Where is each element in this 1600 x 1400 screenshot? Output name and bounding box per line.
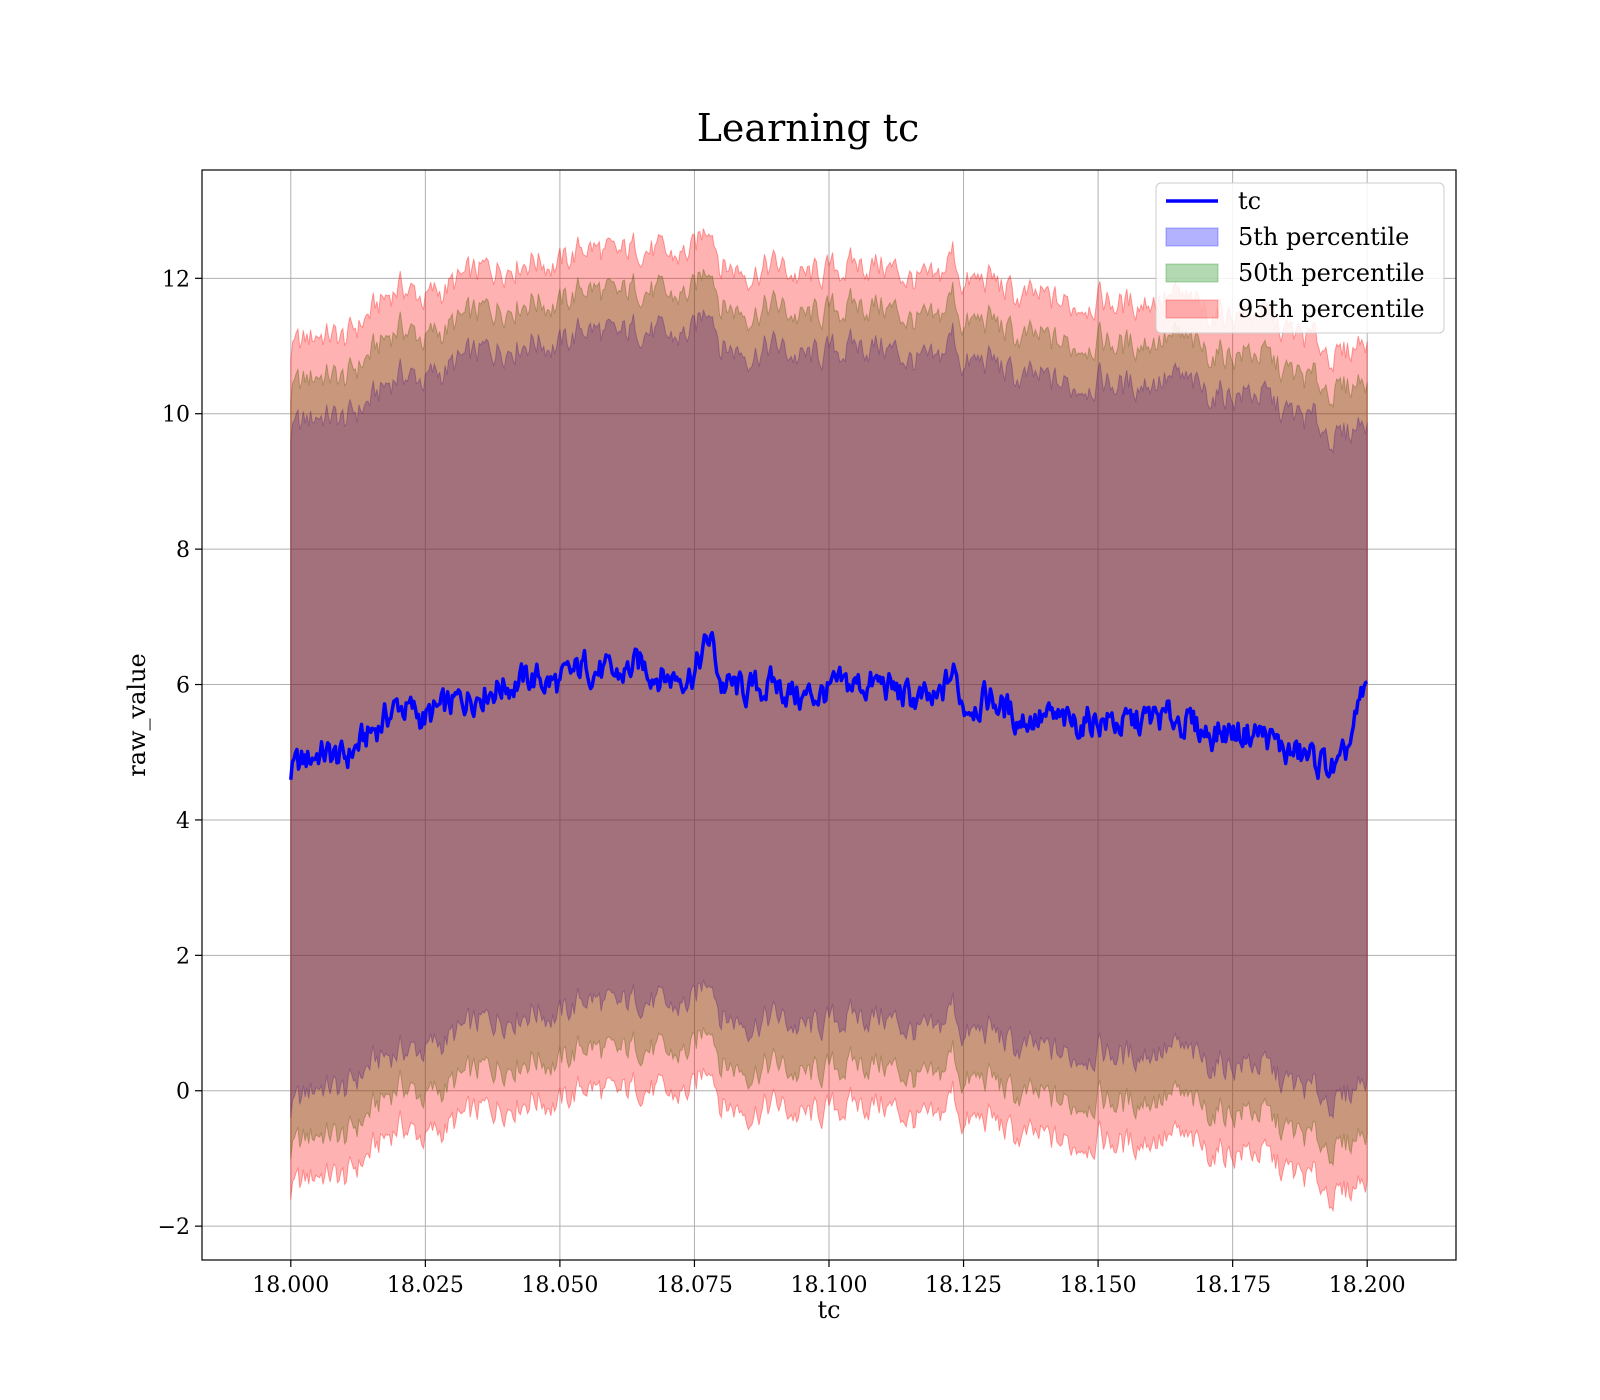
x-tick-label: 18.200 (1329, 1273, 1406, 1298)
legend-swatch-5th (1165, 227, 1219, 247)
chart-title: Learning tc (697, 106, 920, 150)
band-50th-percentile (290, 268, 1368, 1167)
legend: tc 5th percentile 50th percentile 95th p… (1155, 182, 1445, 334)
y-tick-label: 0 (176, 1080, 190, 1105)
legend-label-95th: 95th percentile (1238, 295, 1425, 323)
x-tick-label: 18.125 (925, 1273, 1002, 1298)
y-axis-label: raw_value (123, 653, 151, 777)
y-tick-label: 2 (176, 944, 190, 969)
legend-box (1155, 182, 1445, 334)
y-tick-label: −2 (158, 1215, 190, 1240)
band-95th-percentile (290, 228, 1368, 1213)
y-tick-label: 12 (162, 267, 190, 292)
percentile-bands (290, 228, 1368, 1213)
legend-label-50th: 50th percentile (1238, 259, 1425, 287)
x-tick-label: 18.175 (1194, 1273, 1271, 1298)
x-tick-label: 18.150 (1060, 1273, 1137, 1298)
y-tick-label: 6 (176, 674, 190, 699)
legend-label-tc: tc (1238, 187, 1261, 215)
y-tick-label: 10 (162, 403, 190, 428)
x-tick-label: 18.100 (791, 1273, 868, 1298)
x-axis-label: tc (817, 1296, 840, 1324)
tc-line (289, 630, 1369, 781)
y-tick-label: 4 (176, 809, 190, 834)
x-tick-label: 18.050 (521, 1273, 598, 1298)
tc-series (289, 630, 1369, 781)
legend-swatch-50th (1165, 263, 1219, 283)
x-tick-label: 18.025 (387, 1273, 464, 1298)
y-tick-label: 8 (176, 538, 190, 563)
band-5th-percentile (290, 309, 1368, 1120)
x-tick-label: 18.000 (252, 1273, 329, 1298)
axis-ticks: 18.000 18.025 18.050 18.075 18.100 18.125 18.1… (158, 267, 1406, 1298)
x-tick-label: 18.075 (656, 1273, 733, 1298)
legend-label-5th: 5th percentile (1238, 223, 1409, 251)
legend-swatch-95th (1165, 299, 1219, 319)
